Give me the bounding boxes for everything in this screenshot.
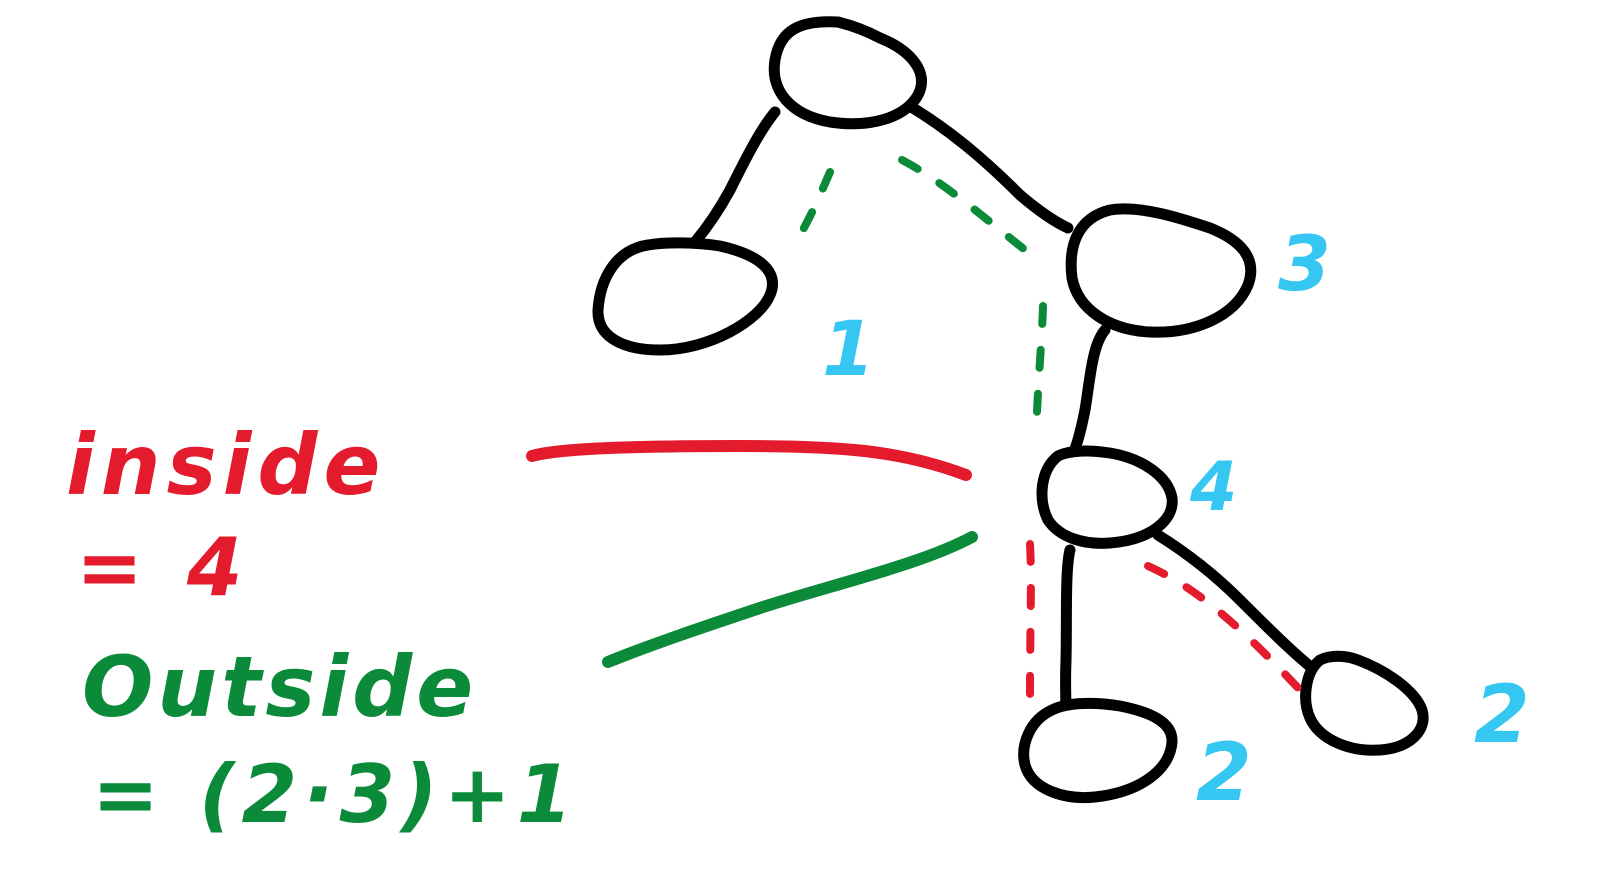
node-bottom-right <box>1300 650 1429 756</box>
edge-mid-bottomright <box>1152 529 1318 674</box>
inside-dash-down <box>1026 540 1035 704</box>
annotation: inside = 4 Outside = (2·3)+1 <box>66 416 578 841</box>
outside-dash-right-down <box>1032 302 1047 439</box>
count-left-leaf: 1 <box>822 304 875 393</box>
outside-dash-top-right <box>898 156 1029 254</box>
node-top <box>768 16 927 130</box>
outside-dash-top-left <box>788 168 834 252</box>
inside-value: = 4 <box>76 521 251 614</box>
inside-dashed-paths <box>1026 540 1304 704</box>
tree-nodes <box>592 16 1429 804</box>
inside-dash-diagonal <box>1144 562 1304 694</box>
inside-label: inside <box>66 416 386 514</box>
node-mid <box>1036 445 1178 549</box>
edge-right-mid <box>1066 324 1111 462</box>
inside-pointer-stroke <box>526 439 972 481</box>
count-bottom-left: 2 <box>1196 726 1252 819</box>
node-right <box>1065 203 1257 338</box>
outside-label: Outside <box>82 638 477 736</box>
edge-top-leftleaf <box>689 106 781 248</box>
node-bottom-left <box>1018 697 1178 804</box>
count-mid: 4 <box>1189 448 1237 527</box>
outside-value: = (2·3)+1 <box>92 748 578 841</box>
node-left-leaf <box>592 237 778 356</box>
edge-top-right <box>902 99 1074 234</box>
edge-mid-bottomleft <box>1060 544 1076 716</box>
count-right: 3 <box>1278 219 1331 308</box>
outside-dashed-paths <box>788 156 1047 439</box>
count-labels: 1 3 4 2 2 <box>822 219 1530 819</box>
count-bottom-right: 2 <box>1474 668 1530 761</box>
tree-edges <box>689 99 1318 716</box>
outside-pointer-stroke <box>602 531 978 668</box>
